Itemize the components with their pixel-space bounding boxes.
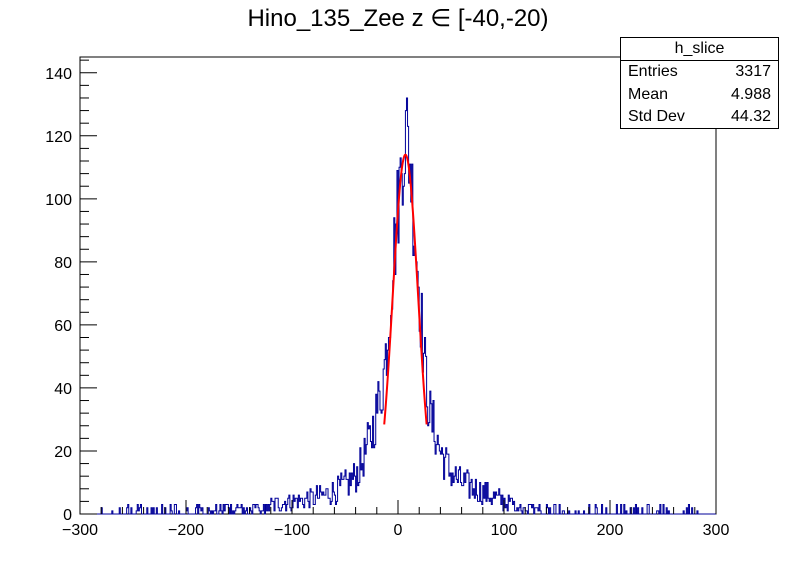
y-tick-label: 140 bbox=[45, 66, 72, 83]
y-tick-label: 20 bbox=[54, 444, 72, 461]
stats-value: 44.32 bbox=[730, 108, 771, 125]
x-tick-label: 0 bbox=[394, 522, 403, 539]
y-tick-label: 0 bbox=[63, 507, 72, 524]
x-tick-label: 200 bbox=[597, 522, 624, 539]
stats-value: 3317 bbox=[735, 63, 771, 80]
y-tick-label: 80 bbox=[54, 255, 72, 272]
x-tick-label: 300 bbox=[703, 522, 730, 539]
y-tick-label: 40 bbox=[54, 381, 72, 398]
stats-label: Std Dev bbox=[628, 108, 685, 125]
x-tick-label: 100 bbox=[491, 522, 518, 539]
stats-value: 4.988 bbox=[730, 85, 771, 103]
histogram-series bbox=[80, 97, 716, 515]
x-tick-label: −200 bbox=[168, 522, 204, 539]
histogram-line bbox=[80, 97, 716, 515]
x-tick-label: −100 bbox=[274, 522, 310, 539]
stats-box-title: h_slice bbox=[621, 38, 778, 61]
y-tick-label: 100 bbox=[45, 192, 72, 209]
gaussian-fit bbox=[383, 153, 428, 425]
fit-line bbox=[383, 153, 428, 425]
y-tick-label: 60 bbox=[54, 318, 72, 335]
y-axis: 0 20 40 60 80 100 120 140 bbox=[45, 59, 97, 524]
chart-title: Hino_135_Zee z ∈ [-40,-20) bbox=[247, 5, 549, 32]
x-axis: −300 −200 −100 0 100 200 300 bbox=[62, 500, 729, 539]
stats-box: h_slice Entries 3317 Mean 4.988 Std Dev … bbox=[620, 37, 779, 129]
stats-label: Entries bbox=[628, 63, 678, 80]
stats-row-entries: Entries 3317 bbox=[621, 61, 778, 84]
stats-label: Mean bbox=[628, 85, 669, 103]
x-tick-label: −300 bbox=[62, 522, 98, 539]
stats-row-mean: Mean 4.988 bbox=[621, 84, 778, 107]
stats-row-stddev: Std Dev 44.32 bbox=[621, 106, 778, 129]
y-tick-label: 120 bbox=[45, 129, 72, 146]
